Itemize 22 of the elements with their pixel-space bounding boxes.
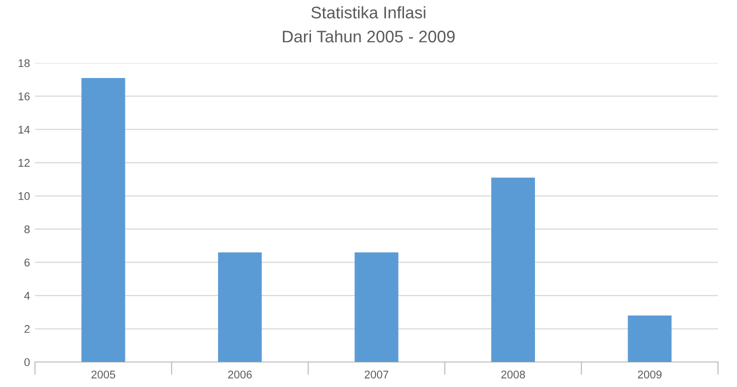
bar (354, 252, 398, 362)
x-tick-label: 2008 (501, 370, 525, 378)
chart-title: Statistika Inflasi (311, 6, 426, 18)
y-tick-label: 18 (18, 59, 30, 68)
y-tick-label: 16 (18, 92, 30, 100)
y-tick-label: 10 (18, 192, 30, 200)
x-tick-label: 2007 (364, 370, 388, 378)
bar (218, 252, 262, 362)
y-tick-label: 4 (24, 292, 30, 300)
y-tick-label: 2 (24, 325, 30, 333)
y-tick-label: 6 (24, 258, 30, 266)
y-tick-label: 8 (24, 225, 30, 234)
x-tick-label: 2005 (92, 370, 116, 378)
bar (491, 178, 535, 362)
y-tick-label: 12 (18, 158, 30, 167)
bar (628, 315, 672, 362)
y-tick-label: 0 (24, 358, 30, 366)
x-tick-label: 2006 (228, 370, 252, 378)
x-tick-label: 2009 (638, 370, 662, 378)
y-tick-label: 14 (18, 126, 30, 134)
bar (81, 78, 126, 362)
chart-subtitle: Dari Tahun 2005 - 2009 (282, 30, 455, 42)
